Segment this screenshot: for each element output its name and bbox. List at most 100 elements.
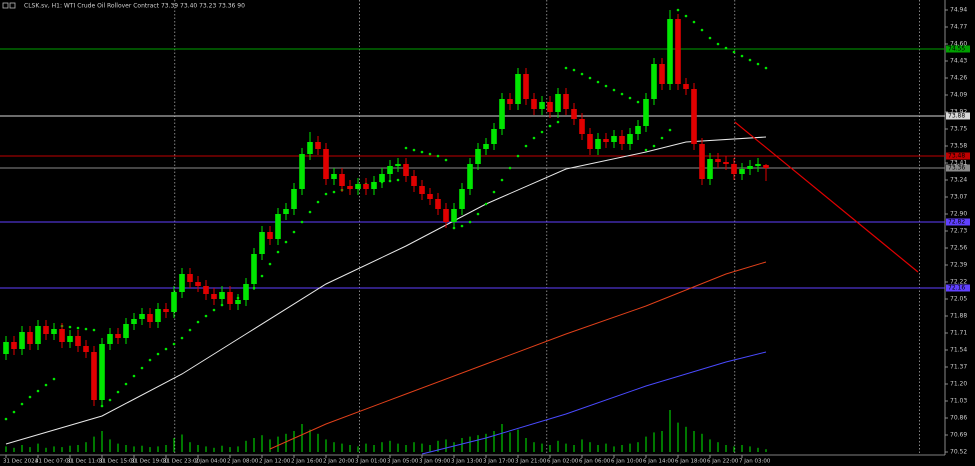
candle-body <box>659 64 665 84</box>
sar-dot <box>436 154 440 158</box>
candle-body <box>51 329 57 334</box>
sar-dot <box>492 190 496 194</box>
x-tick-label: 2 Jan 20:00 <box>323 459 355 465</box>
y-tick-label: 73.75 <box>950 126 967 133</box>
sar-dot <box>476 212 480 216</box>
sar-dot <box>612 88 616 92</box>
sar-dot <box>124 382 128 386</box>
x-tick-label: 6 Jan 06:00 <box>579 459 611 465</box>
sar-dot <box>156 352 160 356</box>
sar-dot <box>700 28 704 32</box>
sar-dot <box>636 100 640 104</box>
candle-body <box>531 99 537 109</box>
y-tick-label: 71.03 <box>950 398 967 405</box>
sar-dot <box>732 50 736 54</box>
sar-dot <box>580 72 584 76</box>
candle-body <box>747 166 753 169</box>
sar-dot <box>756 62 760 66</box>
candle-body <box>699 144 705 179</box>
candle-body <box>451 209 457 222</box>
x-tick-label: 6 Jan 14:00 <box>643 459 675 465</box>
candle-body <box>187 274 193 282</box>
sar-dot <box>748 58 752 62</box>
y-tick-label: 74.77 <box>950 24 967 31</box>
candle-body <box>35 326 41 344</box>
sar-dot <box>556 120 560 124</box>
sar-dot <box>212 308 216 312</box>
sar-dot <box>172 342 176 346</box>
sar-dot <box>148 358 152 362</box>
sar-dot <box>308 210 312 214</box>
candle-body <box>251 254 257 284</box>
y-tick-label: 72.39 <box>950 262 967 269</box>
x-tick-label: 6 Jan 10:00 <box>611 459 643 465</box>
y-tick-label: 74.26 <box>950 75 967 82</box>
candle-body <box>395 164 401 166</box>
x-tick-label: 3 Jan 13:00 <box>451 459 483 465</box>
moving-average <box>5 136 767 445</box>
y-tick-label: 72.22 <box>950 279 967 286</box>
sar-dot <box>516 154 520 158</box>
icon-box <box>2 2 9 9</box>
sar-dot <box>468 220 472 224</box>
x-tick-label: 31 Dec 11:00 <box>67 459 104 465</box>
sar-dot <box>76 326 80 330</box>
y-tick-label: 72.90 <box>950 211 967 218</box>
sar-dot <box>668 128 672 132</box>
candle-body <box>683 84 689 89</box>
sar-dot <box>564 66 568 70</box>
candle-body <box>355 184 361 189</box>
candle-body <box>371 182 377 189</box>
candle-body <box>403 164 409 176</box>
candle-body <box>363 184 369 189</box>
candle-body <box>323 149 329 179</box>
sar-dot <box>204 314 208 318</box>
candle-body <box>507 99 513 104</box>
candle-body <box>75 336 81 346</box>
y-tick-label: 71.71 <box>950 330 967 337</box>
candle-body <box>619 136 625 144</box>
sar-dot <box>652 144 656 148</box>
candle-body <box>563 94 569 109</box>
candle-body <box>219 292 225 299</box>
candle-body <box>243 284 249 300</box>
sar-dot <box>4 417 8 421</box>
candle-body <box>691 89 697 144</box>
sar-dot <box>548 124 552 128</box>
sar-dot <box>196 320 200 324</box>
sar-dot <box>660 136 664 140</box>
sar-dot <box>324 192 328 196</box>
candle-body <box>667 19 673 84</box>
candle-body <box>171 292 177 312</box>
sar-dot <box>684 14 688 18</box>
candle-body <box>307 142 313 154</box>
price-level-box <box>946 164 970 172</box>
x-tick-label: 7 Jan 03:00 <box>739 459 771 465</box>
price-level-box <box>946 284 970 292</box>
sar-dot <box>28 395 32 399</box>
candle-body <box>275 214 281 239</box>
y-tick-label: 70.86 <box>950 415 967 422</box>
candle-body <box>11 342 17 349</box>
header-icon <box>2 2 16 9</box>
sar-dot <box>716 42 720 46</box>
sar-dot <box>628 96 632 100</box>
candle-body <box>755 164 761 166</box>
y-tick-label: 70.69 <box>950 432 967 439</box>
price-level-label: 72.16 <box>948 285 965 292</box>
sar-dot <box>460 224 464 228</box>
price-level-box <box>946 45 970 53</box>
sar-dot <box>676 8 680 12</box>
candle-body <box>283 209 289 214</box>
y-tick-label: 71.20 <box>950 381 967 388</box>
candle-body <box>651 64 657 99</box>
sar-dot <box>604 84 608 88</box>
candle-body <box>627 134 633 144</box>
x-tick-label: 2 Jan 04:00 <box>195 459 227 465</box>
y-tick-label: 72.05 <box>950 296 967 303</box>
price-level-label: 73.36 <box>948 165 965 172</box>
candle-body <box>587 134 593 149</box>
sar-dot <box>116 390 120 394</box>
